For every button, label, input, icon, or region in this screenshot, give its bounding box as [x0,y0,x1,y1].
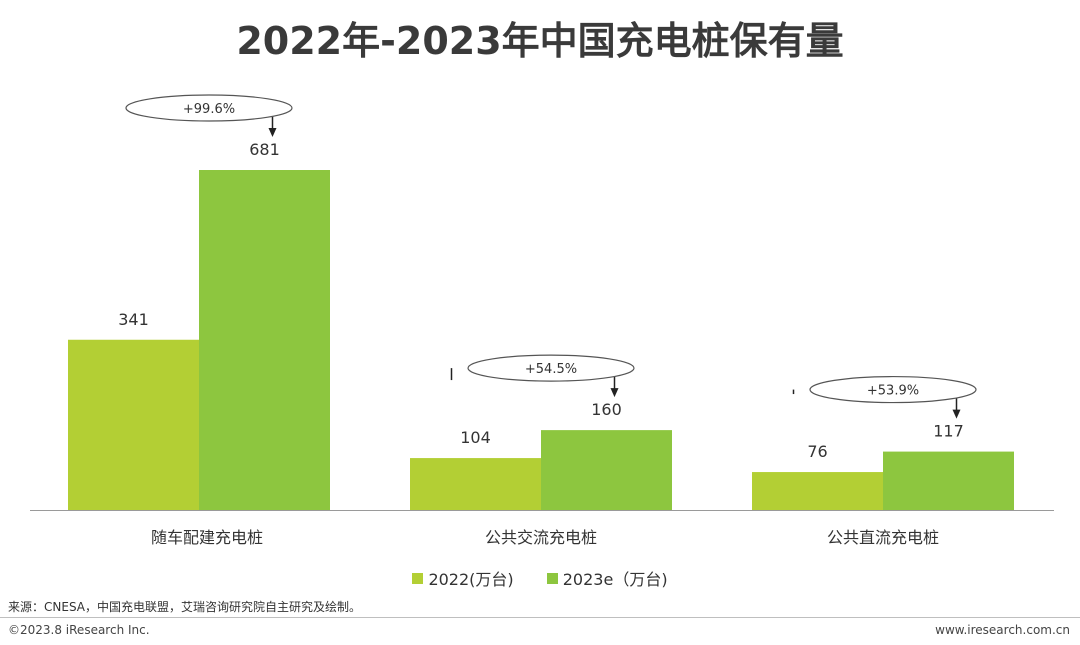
copyright-text: ©2023.8 iResearch Inc. [8,623,150,637]
bar-2023-1 [541,430,672,510]
legend-label-2022: 2022(万台) [428,570,514,589]
bar-2022-0 [68,339,199,510]
legend-item-2023: 2023e（万台) [546,566,668,590]
bar-2022-1 [410,458,541,510]
data-label-2023-2: 117 [933,422,964,441]
chart-title: 2022年-2023年中国充电桩保有量 [236,19,844,63]
legend-item-2022: 2022(万台) [412,566,514,590]
growth-label-1: +54.5% [525,362,577,377]
growth-ellipse-1 [467,354,635,382]
bar-2023-0 [199,170,330,510]
bar-chart: 341 681 随车配建充电桩 +99.6% 104 160 公共交流充电桩 +54.5% 76… [30,94,1054,547]
data-label-2022-0: 341 [118,310,149,329]
category-label-2: 公共直流充电桩 [827,528,939,547]
growth-ellipse-0 [125,94,293,122]
data-label-2023-0: 681 [249,140,280,159]
category-label-1: 公共交流充电桩 [485,528,597,547]
source-note: 来源：CNESA，中国充电联盟，艾瑞咨询研究院自主研究及绘制。 [8,600,361,614]
legend-swatch-2023 [546,572,558,584]
category-label-0: 随车配建充电桩 [151,528,263,547]
growth-ellipse-2 [809,375,977,404]
website-link[interactable]: www.iresearch.com.cn [935,623,1070,637]
growth-label-0: +99.6% [183,102,235,117]
data-label-2022-2: 76 [807,442,827,461]
growth-label-2: +53.9% [867,384,919,399]
data-label-2022-1: 104 [460,428,491,447]
bar-2022-2 [752,472,883,510]
arrow-head-1 [610,388,619,398]
data-label-2023-1: 160 [591,400,622,419]
bar-2023-2 [883,451,1014,510]
legend-swatch-2022 [412,572,424,584]
legend-label-2023: 2023e（万台) [562,570,668,589]
arrow-head-2 [952,409,961,419]
arrow-head-0 [268,128,277,137]
footer-divider [0,617,1080,618]
chart-legend: 2022(万台) 2023e（万台) [0,566,1080,590]
